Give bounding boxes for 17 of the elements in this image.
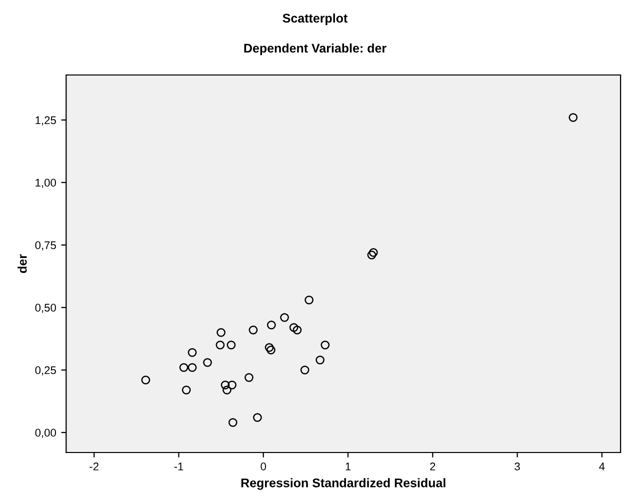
y-tick-label: 0,50	[35, 304, 56, 313]
x-tick-label: 3	[514, 462, 520, 470]
y-tick-label: 1,00	[36, 178, 56, 188]
x-tick-label: -1	[174, 462, 184, 470]
x-tick-label: 2	[430, 462, 436, 470]
chart-subtitle: Dependent Variable: der	[244, 43, 386, 56]
y-axis-title: der	[18, 254, 27, 273]
y-tick-label: 0,25	[35, 366, 56, 376]
y-tick-label: 1,25	[36, 116, 56, 126]
x-tick-label: 1	[346, 462, 351, 470]
y-tick-label: 0,00	[35, 428, 56, 438]
x-axis-title: Regression Standardized Residual	[241, 478, 446, 490]
chart-title: Scatterplot	[282, 13, 348, 26]
x-tick-label: 0	[260, 462, 266, 470]
y-tick-label: 0,75	[35, 241, 56, 250]
x-tick-label: -2	[90, 462, 98, 470]
x-tick-label: 4	[599, 462, 605, 470]
